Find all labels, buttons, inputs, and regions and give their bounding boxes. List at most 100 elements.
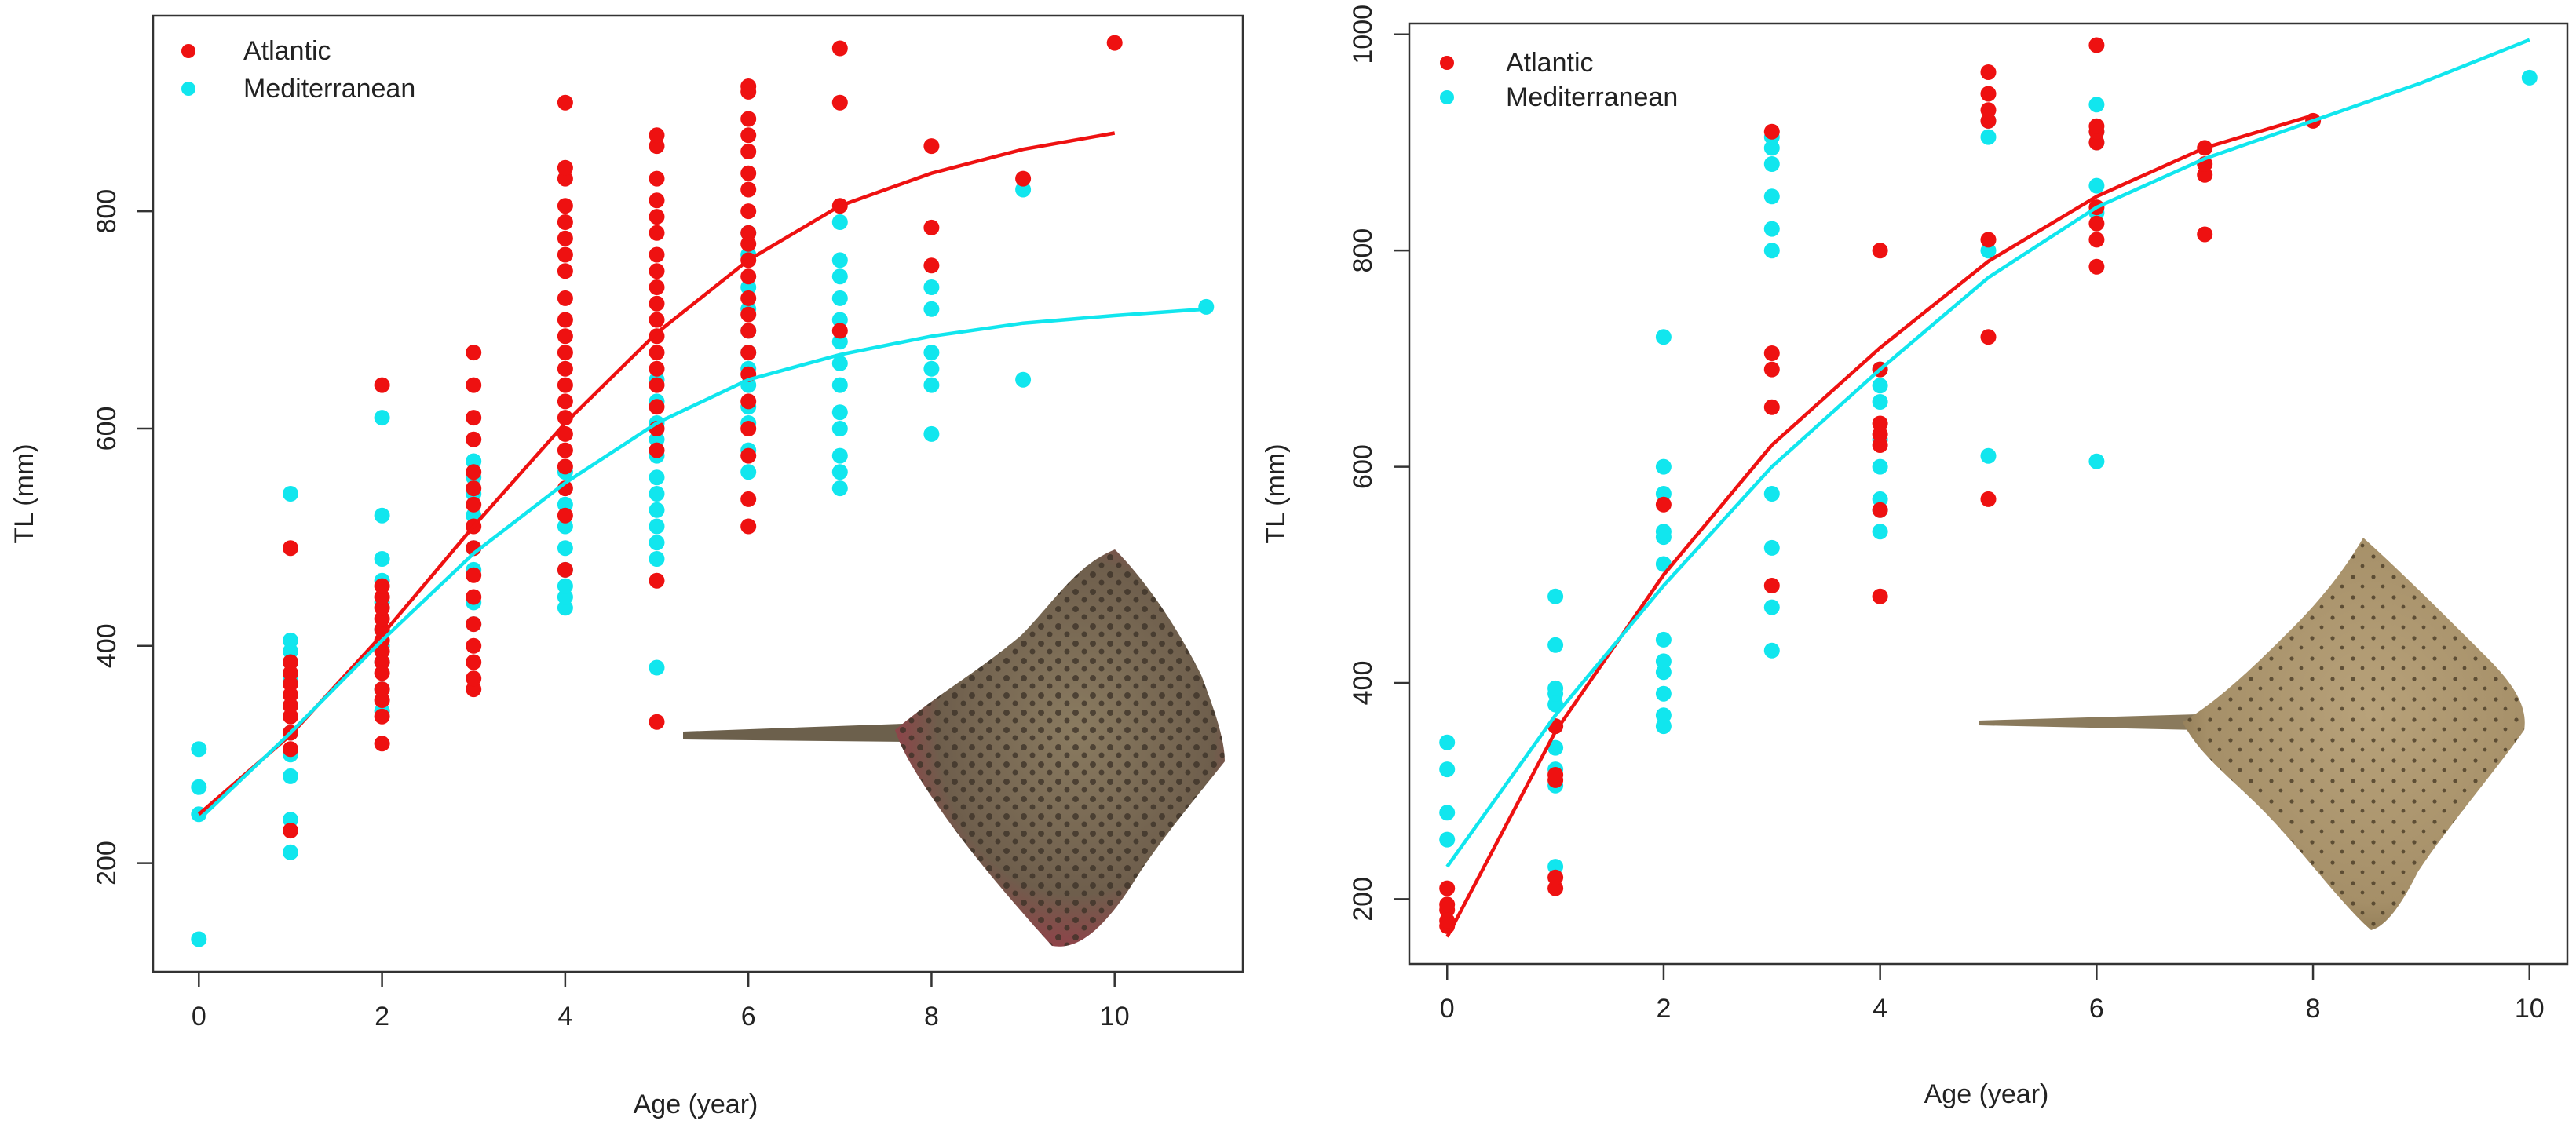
point-mediterranean xyxy=(283,768,298,784)
y-tick-label: 800 xyxy=(92,189,122,234)
point-mediterranean xyxy=(1872,378,1888,394)
x-tick-label: 6 xyxy=(741,1002,756,1031)
point-mediterranean xyxy=(283,632,298,648)
point-mediterranean xyxy=(649,502,665,518)
point-mediterranean xyxy=(1763,221,1780,237)
point-mediterranean xyxy=(283,844,298,860)
point-atlantic xyxy=(466,616,482,633)
point-atlantic xyxy=(283,687,298,703)
point-atlantic xyxy=(466,637,482,654)
point-atlantic xyxy=(557,170,573,187)
point-mediterranean xyxy=(649,469,665,486)
legend: Atlantic Mediterranean xyxy=(181,36,415,104)
point-atlantic xyxy=(649,209,665,225)
point-mediterranean xyxy=(2088,97,2105,113)
point-atlantic xyxy=(374,692,390,708)
point-mediterranean xyxy=(831,421,848,436)
point-mediterranean xyxy=(1763,140,1780,156)
point-atlantic xyxy=(649,263,665,279)
point-mediterranean xyxy=(831,447,848,464)
point-mediterranean xyxy=(649,551,665,567)
axes: 0 2 4 6 8 10 200 400 600 800 xyxy=(92,189,1130,1031)
ray-photo-left xyxy=(683,549,1225,947)
y-tick-label: 600 xyxy=(1348,444,1378,489)
point-mediterranean xyxy=(557,496,573,513)
point-atlantic xyxy=(1763,361,1780,378)
point-atlantic xyxy=(466,496,482,513)
point-mediterranean xyxy=(1655,458,1672,475)
plot-marks xyxy=(1439,37,2538,938)
point-atlantic xyxy=(1547,880,1564,896)
x-axis-label: Age (year) xyxy=(1924,1079,2049,1109)
point-atlantic xyxy=(740,203,757,220)
point-mediterranean xyxy=(1980,447,1997,464)
point-mediterranean xyxy=(2088,453,2105,469)
point-atlantic xyxy=(1872,588,1888,604)
point-atlantic xyxy=(1763,345,1780,361)
point-atlantic xyxy=(1980,232,1997,248)
x-tick-label: 6 xyxy=(2089,994,2104,1024)
plot-frame xyxy=(152,14,1244,973)
point-atlantic xyxy=(466,480,482,497)
point-atlantic xyxy=(283,676,298,692)
x-tick-label: 4 xyxy=(1873,994,1887,1024)
point-mediterranean xyxy=(557,600,573,616)
point-atlantic xyxy=(649,225,665,241)
point-atlantic xyxy=(1872,437,1888,453)
point-atlantic xyxy=(1547,869,1564,885)
point-mediterranean xyxy=(923,345,940,361)
point-atlantic xyxy=(374,736,390,752)
point-atlantic xyxy=(374,611,390,627)
point-atlantic xyxy=(466,670,482,687)
y-tick-label: 1000 xyxy=(1348,5,1378,64)
point-mediterranean xyxy=(740,464,757,480)
point-mediterranean xyxy=(374,410,390,426)
point-mediterranean xyxy=(1872,491,1888,507)
point-atlantic xyxy=(649,279,665,295)
point-atlantic xyxy=(740,290,757,306)
point-atlantic xyxy=(740,268,757,285)
point-mediterranean xyxy=(923,279,940,295)
point-mediterranean xyxy=(1872,458,1888,475)
point-atlantic xyxy=(1980,64,1997,80)
point-mediterranean xyxy=(1655,685,1672,702)
x-tick-label: 0 xyxy=(1440,994,1455,1024)
point-atlantic xyxy=(557,458,573,475)
point-mediterranean xyxy=(1547,588,1564,604)
point-mediterranean xyxy=(2088,177,2105,194)
point-mediterranean xyxy=(1655,486,1672,502)
point-mediterranean xyxy=(283,643,298,659)
x-tick-label: 4 xyxy=(557,1002,572,1031)
x-tick-label: 10 xyxy=(2515,994,2545,1024)
point-mediterranean xyxy=(923,377,940,393)
point-mediterranean xyxy=(1763,156,1780,172)
point-mediterranean xyxy=(374,507,390,524)
point-atlantic xyxy=(649,360,665,377)
point-atlantic xyxy=(831,94,848,111)
point-atlantic xyxy=(557,246,573,263)
point-mediterranean xyxy=(831,268,848,285)
point-atlantic xyxy=(649,170,665,187)
point-atlantic xyxy=(2088,215,2105,232)
point-atlantic xyxy=(1980,491,1997,507)
point-mediterranean xyxy=(1655,664,1672,681)
point-atlantic xyxy=(740,165,757,181)
y-tick-label: 200 xyxy=(1348,877,1378,922)
point-atlantic xyxy=(740,181,757,198)
point-atlantic xyxy=(649,295,665,312)
point-mediterranean xyxy=(831,355,848,371)
point-atlantic xyxy=(1655,496,1672,513)
point-atlantic xyxy=(466,410,482,426)
point-atlantic xyxy=(283,823,298,839)
point-atlantic xyxy=(740,518,757,535)
point-mediterranean xyxy=(1198,298,1215,315)
point-atlantic xyxy=(649,328,665,345)
point-atlantic xyxy=(557,442,573,458)
point-mediterranean xyxy=(557,589,573,605)
point-mediterranean xyxy=(1547,680,1564,696)
point-atlantic xyxy=(374,643,390,659)
point-atlantic xyxy=(649,246,665,263)
point-atlantic xyxy=(740,111,757,127)
y-axis-label: TL (mm) xyxy=(1261,444,1291,543)
